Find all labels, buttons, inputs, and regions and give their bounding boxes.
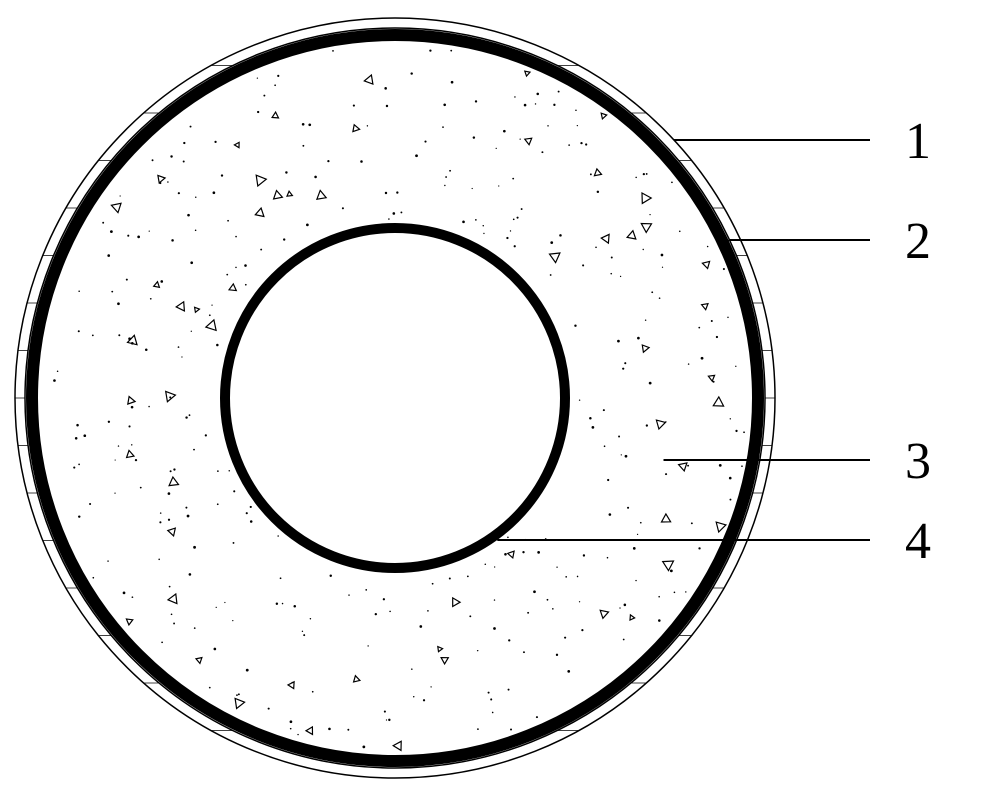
callout-label-4: 4 [905, 512, 931, 571]
callout-label-3: 3 [905, 432, 931, 491]
outer-thick-ring [32, 35, 758, 761]
callout-label-1: 1 [905, 112, 931, 171]
callout-label-2: 2 [905, 212, 931, 271]
inner-thick-ring [225, 228, 565, 568]
speckled-annulus [53, 49, 745, 750]
